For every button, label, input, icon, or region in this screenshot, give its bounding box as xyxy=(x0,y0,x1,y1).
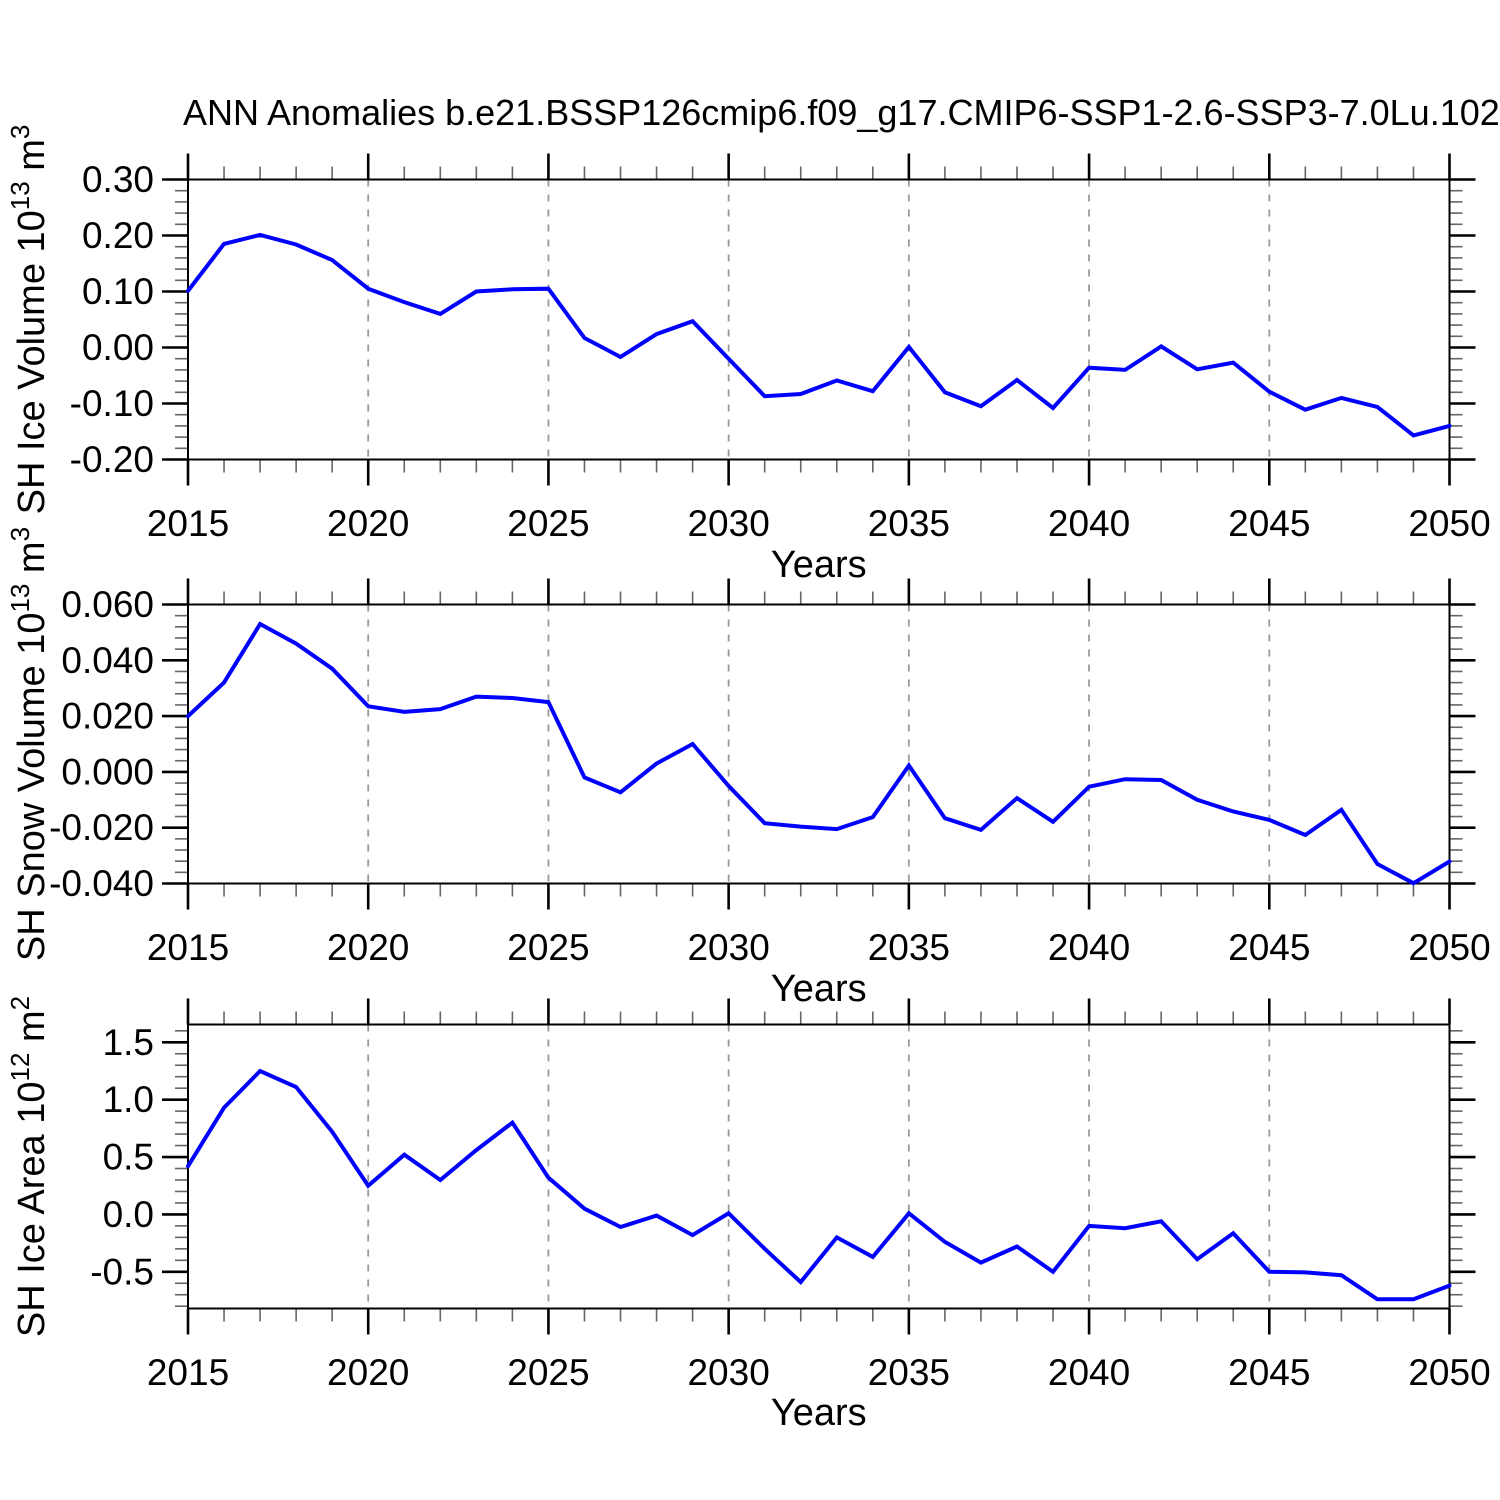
x-axis-tick-label: 2045 xyxy=(1228,503,1310,544)
x-axis-tick-label: 2025 xyxy=(507,927,589,968)
y-axis-tick-label: -0.5 xyxy=(90,1251,154,1292)
data-line xyxy=(186,1068,1452,1302)
x-axis-tick-label: 2020 xyxy=(327,927,409,968)
plot-frame xyxy=(187,178,1451,461)
x-axis-tick-label: 2020 xyxy=(327,503,409,544)
y-axis-tick-label: 0.040 xyxy=(61,640,154,681)
y-axis-tick-label: 0.10 xyxy=(82,271,154,312)
y-axis-tick-label: -0.040 xyxy=(49,863,154,904)
y-axis-tick-label: -0.20 xyxy=(70,439,154,480)
y-axis-tick-label: 0.00 xyxy=(82,327,154,368)
y-axis-tick-label: 1.0 xyxy=(103,1079,154,1120)
panel-sh-snow-volume: 0.060 0.040 0.020 0.000 -0.020 -0.040 2015 2020… xyxy=(5,527,1491,1010)
chart-title: ANN Anomalies b.e21.BSSP126cmip6.f09_g17… xyxy=(183,92,1500,133)
y-axis-tick-label: -0.020 xyxy=(49,807,154,848)
x-axis-tick-label: 2040 xyxy=(1048,503,1130,544)
x-axis-tick-label: 2030 xyxy=(687,927,769,968)
x-axis-tick-label: 2015 xyxy=(147,503,229,544)
x-axis-tick-label: 2045 xyxy=(1228,927,1310,968)
data-line xyxy=(186,232,1452,438)
plot-frame xyxy=(187,1023,1451,1310)
y-axis-tick-label: 1.5 xyxy=(103,1022,154,1063)
x-axis-tick-label: 2040 xyxy=(1048,1352,1130,1393)
panel-sh-ice-volume: 0.30 0.20 0.10 0.00 -0.10 -0.20 2015 2020 2025 20… xyxy=(5,125,1491,586)
x-axis-tick-label: 2050 xyxy=(1408,1352,1490,1393)
x-axis-tick-label: 2050 xyxy=(1408,503,1490,544)
x-axis-tick-label: 2030 xyxy=(687,1352,769,1393)
x-axis-tick-label: 2015 xyxy=(147,1352,229,1393)
x-axis-tick-label: 2030 xyxy=(687,503,769,544)
y-axis-title: SH Snow Volume 1013 m3 xyxy=(5,527,53,961)
x-axis-title: Years xyxy=(771,544,867,586)
x-axis-tick-label: 2035 xyxy=(868,927,950,968)
x-axis-tick-label: 2040 xyxy=(1048,927,1130,968)
plot-frame xyxy=(187,603,1451,885)
x-axis-title: Years xyxy=(771,1392,867,1434)
y-axis-tick-label: 0.0 xyxy=(103,1194,154,1235)
y-axis-title: SH Ice Volume 1013 m3 xyxy=(5,125,53,515)
y-axis-tick-label: 0.020 xyxy=(61,696,154,737)
x-axis-tick-label: 2035 xyxy=(868,1352,950,1393)
y-axis-tick-label: 0.060 xyxy=(61,584,154,625)
y-axis-tick-label: 0.000 xyxy=(61,751,154,792)
y-axis-tick-label: -0.10 xyxy=(70,383,154,424)
x-axis-tick-label: 2035 xyxy=(868,503,950,544)
x-axis-title: Years xyxy=(771,968,867,1010)
x-axis-tick-label: 2015 xyxy=(147,927,229,968)
x-axis-tick-label: 2045 xyxy=(1228,1352,1310,1393)
x-axis-tick-label: 2020 xyxy=(327,1352,409,1393)
data-line xyxy=(186,621,1452,886)
y-axis-tick-label: 0.5 xyxy=(103,1137,154,1178)
x-axis-tick-label: 2050 xyxy=(1408,927,1490,968)
y-axis-tick-label: 0.20 xyxy=(82,215,154,256)
x-axis-tick-label: 2025 xyxy=(507,503,589,544)
panel-sh-ice-area: 1.5 1.0 0.5 0.0 -0.5 2015 2020 2025 2030 2035 2040… xyxy=(5,996,1491,1434)
y-axis-title: SH Ice Area 1012 m2 xyxy=(5,996,53,1337)
x-axis-tick-label: 2025 xyxy=(507,1352,589,1393)
y-axis-tick-label: 0.30 xyxy=(82,159,154,200)
